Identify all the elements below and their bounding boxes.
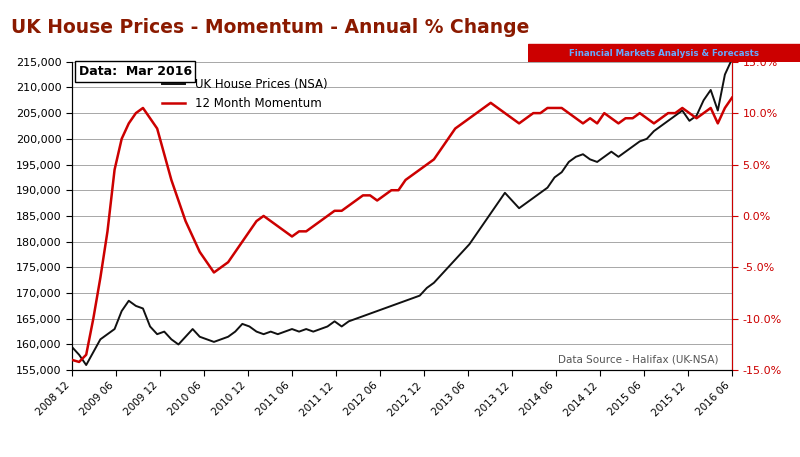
Bar (528, 44, 800, 62)
Text: UK House Prices - Momentum - Annual % Change: UK House Prices - Momentum - Annual % Ch… (10, 18, 529, 37)
Text: Financial Markets Analysis & Forecasts: Financial Markets Analysis & Forecasts (569, 48, 759, 58)
Text: MarketOracle.co.uk: MarketOracle.co.uk (612, 17, 759, 30)
Text: Data:  Mar 2016: Data: Mar 2016 (78, 65, 192, 78)
Legend: UK House Prices (NSA), 12 Month Momentum: UK House Prices (NSA), 12 Month Momentum (157, 74, 332, 115)
Text: Data Source - Halifax (UK-NSA): Data Source - Halifax (UK-NSA) (558, 354, 718, 364)
